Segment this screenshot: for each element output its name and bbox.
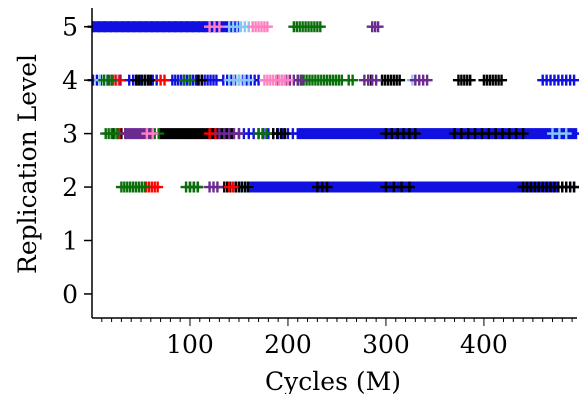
scatter-point	[403, 181, 415, 193]
scatter-point	[409, 128, 421, 140]
scatter-point	[568, 181, 579, 193]
scatter-point	[211, 181, 223, 193]
scatter-point	[260, 128, 272, 140]
scatter-point	[233, 128, 245, 140]
scatter-point	[421, 74, 433, 86]
scatter-point	[314, 21, 326, 33]
scatter-point	[282, 74, 294, 86]
x-axis: 100 200 300 400	[92, 317, 577, 359]
scatter-point	[159, 74, 171, 86]
y-tick-label: 0	[62, 280, 78, 309]
scatter-point	[568, 74, 579, 86]
scatter-point	[347, 74, 359, 86]
x-tick-label: 300	[362, 330, 410, 359]
y-tick-label: 5	[62, 13, 78, 42]
scatter-point	[496, 74, 508, 86]
y-tick-label: 2	[62, 173, 78, 202]
scatter-point	[242, 181, 254, 193]
scatter-point	[279, 128, 291, 140]
scatter-point	[227, 181, 239, 193]
y-axis-title: Replication Level	[13, 54, 42, 274]
scatter-point	[192, 181, 204, 193]
x-tick-label: 200	[264, 330, 312, 359]
scatter-point	[139, 181, 151, 193]
y-axis: 0 1 2 3 4 5	[62, 8, 93, 318]
scatter-point	[394, 74, 406, 86]
scatter-point	[147, 128, 159, 140]
scatter-point	[145, 74, 157, 86]
x-tick-label: 400	[460, 330, 508, 359]
scatter-point	[370, 74, 382, 86]
scatter-point	[560, 128, 572, 140]
plot-marks	[87, 21, 579, 193]
scatter-point	[213, 21, 225, 33]
scatter-point	[196, 74, 208, 86]
scatter-point	[296, 74, 308, 86]
scatter-point	[464, 74, 476, 86]
scatter-point	[570, 128, 579, 140]
scatter-point	[184, 74, 196, 86]
y-tick-label: 4	[62, 66, 78, 95]
scatter-point	[321, 181, 333, 193]
scatter-point	[106, 74, 118, 86]
scatter-point	[152, 181, 164, 193]
scatter-point	[372, 21, 384, 33]
x-tick-label: 100	[166, 330, 214, 359]
scatter-point	[261, 21, 273, 33]
x-axis-title: Cycles (M)	[265, 367, 401, 394]
y-tick-label: 1	[62, 227, 78, 256]
scatter-point	[243, 74, 255, 86]
y-tick-label: 3	[62, 120, 78, 149]
scatter-point	[517, 128, 529, 140]
